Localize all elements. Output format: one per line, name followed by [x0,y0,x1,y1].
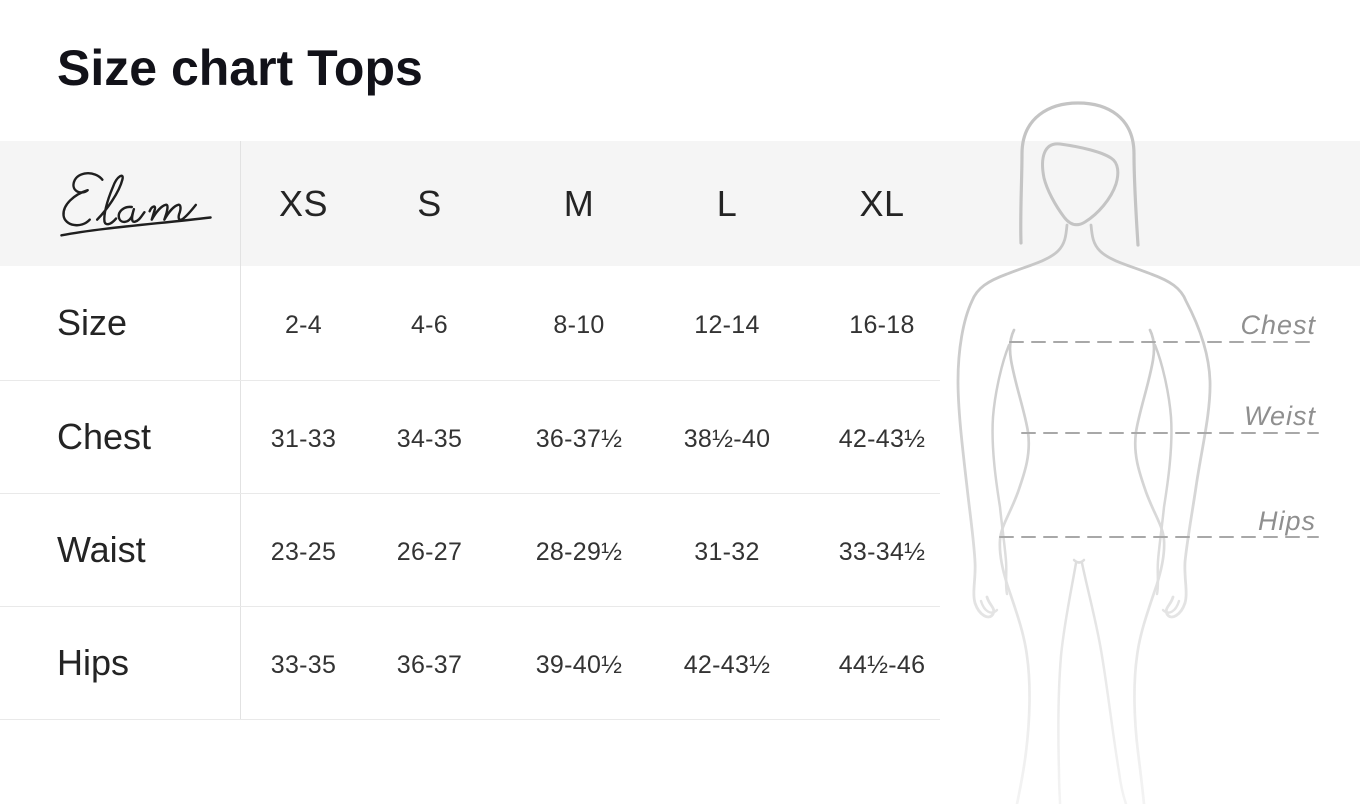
cell-hips-xl: 44½-46 [838,650,926,679]
brand-logo-signature [60,171,212,237]
cell-waist-s: 26-27 [396,537,463,566]
column-header-xl: XL [859,182,905,224]
cell-chest-l: 38½-40 [683,424,771,453]
cell-hips-xs: 33-35 [270,650,337,679]
column-header-l: L [716,182,738,224]
cell-size-xl: 16-18 [849,310,915,339]
table-row-hips: Hips 33-35 36-37 39-40½ 42-43½ 44½-46 [0,607,940,720]
figure-label-waist: Weist [1243,401,1316,431]
cell-size-xs: 2-4 [284,310,323,339]
row-label-hips: Hips [57,642,130,683]
figure-face [1041,142,1120,227]
cell-hips-l: 42-43½ [683,650,771,679]
column-header-xs: XS [278,182,329,224]
body-figure-illustration [956,101,1319,804]
column-header-m: M [563,182,595,224]
row-label-chest: Chest [57,416,152,457]
page-title: Size chart Tops [57,40,423,96]
cell-size-m: 8-10 [553,310,605,339]
cell-chest-s: 34-35 [396,424,463,453]
cell-hips-m: 39-40½ [535,650,623,679]
cell-waist-xs: 23-25 [270,537,337,566]
table-row-waist: Waist 23-25 26-27 28-29½ 31-32 33-34½ [0,494,940,607]
figure-hair [1019,101,1140,247]
size-table-header-row: XS S M L XL [0,141,940,266]
cell-size-l: 12-14 [694,310,760,339]
cell-waist-m: 28-29½ [535,537,623,566]
figure-label-hips: Hips [1257,506,1316,536]
table-row-chest: Chest 31-33 34-35 36-37½ 38½-40 42-43½ [0,381,940,494]
brand-logo-cell [0,141,240,266]
cell-chest-xs: 31-33 [270,424,337,453]
cell-chest-xl: 42-43½ [838,424,926,453]
size-table: XS S M L XL Size 2-4 4-6 8-10 12-14 16-1… [0,141,940,720]
cell-size-s: 4-6 [410,310,449,339]
row-label-size: Size [57,302,128,343]
column-header-s: S [417,182,442,224]
cell-waist-xl: 33-34½ [838,537,926,566]
row-label-waist: Waist [57,529,146,570]
figure-label-chest: Chest [1240,310,1316,340]
cell-waist-l: 31-32 [694,537,760,566]
cell-chest-m: 36-37½ [535,424,623,453]
table-column-divider [240,141,241,720]
cell-hips-s: 36-37 [396,650,463,679]
table-row-size: Size 2-4 4-6 8-10 12-14 16-18 [0,266,940,381]
